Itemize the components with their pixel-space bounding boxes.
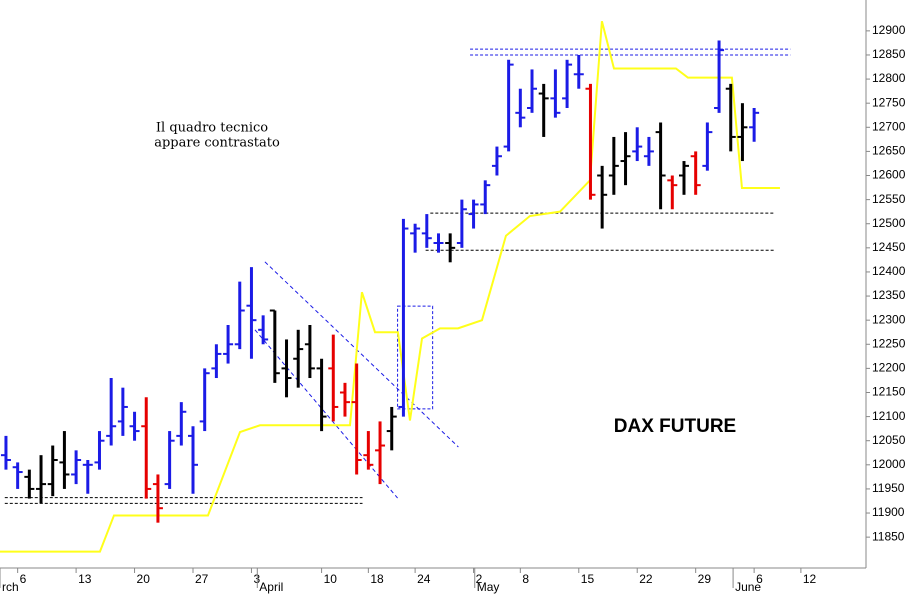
x-tick-label: 29 — [698, 572, 712, 586]
y-tick-label: 12150 — [872, 385, 906, 399]
y-tick-label: 12550 — [872, 192, 906, 206]
month-label: rch — [2, 580, 19, 594]
y-tick-label: 12500 — [872, 216, 906, 230]
y-tick-label: 12600 — [872, 168, 906, 182]
y-tick-label: 12800 — [872, 71, 906, 85]
y-tick-label: 12700 — [872, 119, 906, 133]
y-tick-label: 12400 — [872, 264, 906, 278]
chart-title: DAX FUTURE — [614, 416, 736, 437]
y-tick-label: 11850 — [872, 529, 905, 543]
x-tick-label: 6 — [756, 572, 763, 586]
x-tick-label: 2 — [476, 572, 483, 586]
y-tick-label: 12750 — [872, 95, 906, 109]
x-tick-label: 18 — [370, 572, 384, 586]
y-tick-label: 12650 — [872, 144, 906, 158]
box — [397, 305, 434, 410]
x-tick-label: 20 — [137, 572, 151, 586]
month-label: May — [477, 580, 500, 594]
y-tick-label: 12450 — [872, 240, 906, 254]
x-tick-label: 6 — [20, 572, 27, 586]
y-tick-label: 12900 — [872, 23, 906, 37]
x-tick-label: 12 — [803, 572, 817, 586]
y-tick-label: 12050 — [872, 433, 906, 447]
x-tick-label: 27 — [195, 572, 209, 586]
trend-line — [254, 329, 398, 499]
y-tick-label: 12250 — [872, 336, 906, 350]
y-tick-label: 11900 — [872, 505, 905, 519]
x-tick-label: 24 — [417, 572, 431, 586]
x-tick-label: 15 — [581, 572, 595, 586]
x-tick-label: 10 — [324, 572, 338, 586]
y-tick-label: 11950 — [872, 481, 905, 495]
x-tick-label: 8 — [522, 572, 529, 586]
y-tick-label: 12000 — [872, 457, 906, 471]
annotation: Il quadro tecnico — [156, 121, 268, 136]
month-label: April — [259, 580, 283, 594]
y-tick-label: 12300 — [872, 312, 906, 326]
x-tick-label: 22 — [639, 572, 653, 586]
month-label: June — [735, 580, 761, 594]
indicator-line — [0, 20, 780, 553]
annotation: appare contrastato — [154, 136, 280, 151]
trend-line — [264, 261, 459, 448]
y-tick-label: 12350 — [872, 288, 906, 302]
y-tick-label: 12200 — [872, 361, 906, 375]
x-tick-label: 13 — [78, 572, 92, 586]
y-tick-label: 12100 — [872, 409, 906, 423]
y-tick-label: 12850 — [872, 47, 906, 61]
